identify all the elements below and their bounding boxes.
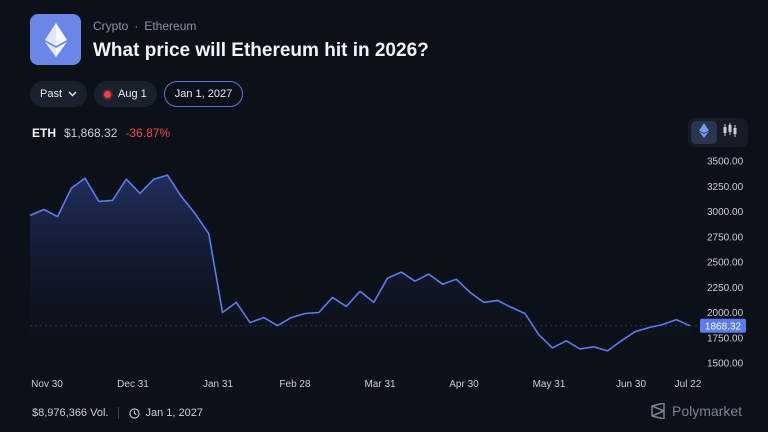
y-tick-label: 2250.00 (707, 283, 744, 294)
y-tick-label: 2000.00 (707, 308, 744, 319)
y-tick-label: 2500.00 (707, 258, 744, 269)
y-tick-label: 2750.00 (707, 232, 744, 243)
page-title: What price will Ethereum hit in 2026? (93, 40, 429, 61)
y-tick-label: 1500.00 (707, 359, 744, 370)
chart-type-toggle (688, 118, 748, 147)
date-jan-1-2027-button[interactable]: Jan 1, 2027 (163, 81, 244, 107)
x-tick-label: Jan 31 (203, 379, 233, 390)
polymarket-brand[interactable]: Polymarket (651, 403, 742, 419)
x-tick-label: Mar 31 (364, 379, 396, 390)
volume-value: $8,976,366 Vol. (32, 407, 109, 419)
polymarket-logo-icon (651, 403, 666, 419)
current-value-label: 1868.32 (705, 321, 742, 332)
x-tick-label: Nov 30 (31, 379, 63, 390)
date-aug-1-label: Aug 1 (118, 88, 147, 100)
price-change: -36.87% (125, 126, 171, 140)
x-tick-label: Dec 31 (117, 379, 149, 390)
breadcrumb-crypto[interactable]: Crypto (93, 19, 129, 33)
candlestick-chart-button[interactable] (717, 121, 743, 144)
end-date: Jan 1, 2027 (145, 407, 203, 419)
price-line (29, 174, 691, 352)
past-label: Past (40, 88, 63, 100)
x-tick-label: Jun 30 (616, 379, 646, 390)
ethereum-icon (699, 122, 709, 143)
price-area-fill (30, 175, 690, 363)
y-tick-label: 1750.00 (707, 333, 744, 344)
footer-divider (118, 407, 120, 419)
price-summary: ETH $1,868.32 -36.87% (32, 126, 170, 140)
breadcrumb-ethereum[interactable]: Ethereum (144, 19, 197, 33)
ticker-symbol: ETH (32, 126, 56, 140)
current-value-badge (700, 318, 746, 333)
line-chart-button[interactable] (691, 121, 717, 144)
x-tick-label: Jul 22 (675, 379, 702, 390)
date-filters: Past Aug 1 Jan 1, 2027 (30, 81, 250, 107)
x-tick-label: Apr 30 (449, 379, 479, 390)
past-dropdown-button[interactable]: Past (30, 81, 88, 107)
y-tick-label: 3250.00 (707, 182, 744, 193)
y-tick-label: 3000.00 (707, 207, 744, 218)
chevron-down-icon (68, 88, 77, 100)
x-tick-label: Feb 28 (279, 379, 311, 390)
market-footer: $8,976,366 Vol. Jan 1, 2027 (32, 407, 203, 419)
breadcrumb: Crypto · Ethereum (93, 19, 429, 33)
clock-icon (129, 407, 141, 419)
date-jan-1-2027-label: Jan 1, 2027 (174, 88, 233, 100)
market-header: Crypto · Ethereum What price will Ethere… (30, 14, 429, 65)
x-tick-label: May 31 (533, 379, 566, 390)
breadcrumb-separator: · (134, 19, 139, 33)
ethereum-icon (30, 14, 81, 65)
candlestick-icon (722, 123, 738, 142)
current-price: $1,868.32 (64, 126, 118, 140)
y-tick-label: 3500.00 (707, 157, 744, 168)
live-dot-icon (104, 90, 112, 98)
brand-name: Polymarket (672, 403, 743, 419)
date-aug-1-button[interactable]: Aug 1 (94, 81, 157, 107)
